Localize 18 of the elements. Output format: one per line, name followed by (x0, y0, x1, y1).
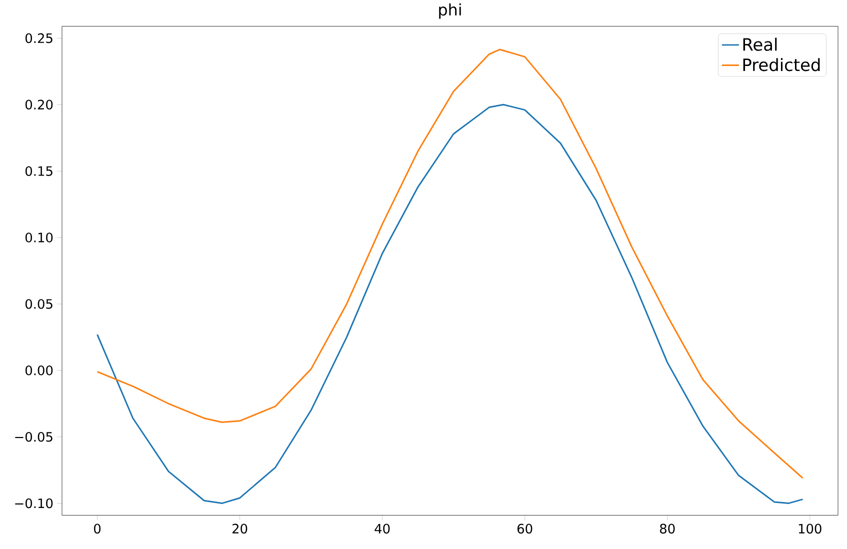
x-tick-label: 60 (517, 524, 532, 534)
y-tick-label: 0.00 (26, 365, 53, 376)
chart-title: phi (439, 3, 461, 19)
x-tick-label: 20 (232, 524, 248, 534)
legend-label: Predicted (743, 58, 820, 72)
x-tick-label: 0 (94, 524, 101, 534)
y-tick-label: −0.05 (15, 432, 52, 442)
line-series (96, 104, 804, 504)
y-tick-label: 0.25 (26, 33, 52, 43)
x-tick-label: 100 (798, 524, 822, 534)
x-tick-label: 40 (374, 524, 390, 534)
y-tick-label: 0.10 (26, 232, 53, 242)
legend-label: Real (743, 38, 777, 51)
x-tick-label: 80 (660, 524, 675, 534)
y-tick-label: −0.10 (15, 498, 53, 508)
y-tick-label: 0.20 (26, 100, 53, 110)
y-tick-label: 0.15 (26, 166, 52, 176)
y-tick-label: 0.05 (26, 298, 52, 309)
